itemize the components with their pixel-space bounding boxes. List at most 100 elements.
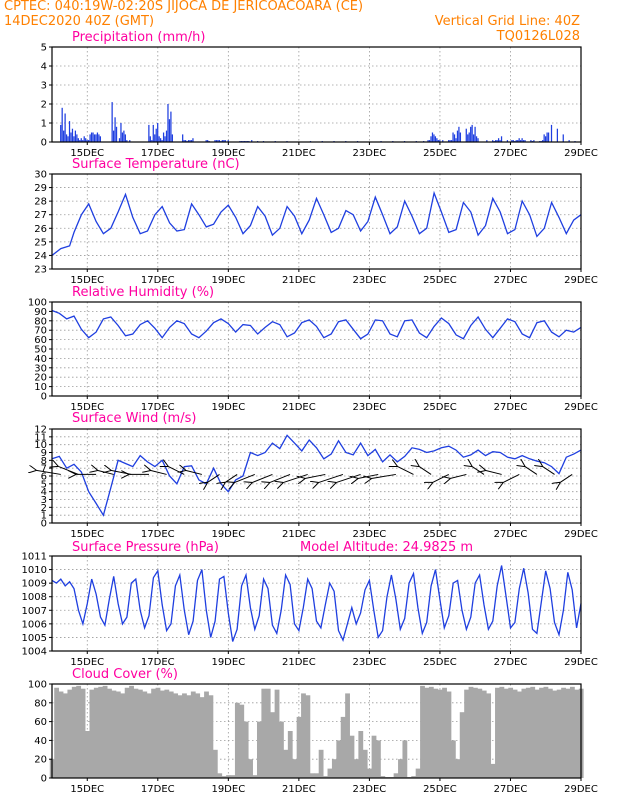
wind-vector-arrow	[502, 473, 520, 482]
wind-vector-arrow	[304, 473, 326, 478]
cloud-cover-bar	[481, 690, 487, 778]
wind-vector-arrow	[471, 466, 485, 475]
precipitation-bar	[448, 140, 450, 142]
precipitation-bar	[207, 140, 209, 142]
wind-ytick-label: 3	[41, 495, 47, 506]
temp-frame	[51, 173, 582, 270]
precipitation-bar	[520, 140, 522, 142]
rh-xtick-label: 17DEC	[141, 402, 175, 413]
cloud-cover-bar	[164, 689, 170, 778]
precipitation-bar	[205, 140, 207, 142]
cloud-cover-bar	[459, 712, 465, 778]
cloud-cover-bar	[160, 690, 165, 778]
wind-xtick-label: 29DEC	[564, 529, 598, 540]
wind-ytick-label: 9	[41, 448, 47, 459]
cloud-cover-bar	[336, 740, 342, 778]
precipitation-bar	[474, 126, 476, 142]
precipitation-bar	[515, 140, 517, 142]
cloud-cover-bar	[89, 689, 95, 778]
cloud-cover-bar	[274, 689, 280, 778]
precipitation-bar	[158, 136, 160, 142]
cloud-cover-bar	[433, 688, 439, 778]
precipitation-bar	[224, 140, 226, 142]
temp-xtick-label: 23DEC	[353, 275, 387, 286]
cloud-cover-bar	[468, 686, 474, 778]
precipitation-bar	[165, 130, 168, 142]
cloud-cover-bar	[464, 689, 469, 778]
wind-ytick-label: 6	[41, 472, 47, 483]
header-run-date: 14DEC2020 40Z (GMT)	[4, 14, 154, 29]
wind-xtick-label: 21DEC	[282, 529, 316, 540]
wind-panel: Surface Wind (m/s) 012345678910111215DEC…	[34, 411, 598, 540]
precipitation-bar	[470, 126, 472, 142]
cloud-cover-bar	[146, 693, 152, 778]
cloud-cover-bar	[503, 688, 509, 778]
precipitation-bar	[533, 140, 535, 142]
precipitation-bar	[524, 140, 526, 142]
cloud-cover-bar	[71, 686, 77, 778]
cloud-xtick-label: 15DEC	[70, 784, 104, 795]
rh-ytick-label: 90	[34, 307, 47, 318]
cloud-cover-bar	[323, 776, 328, 778]
precipitation-bar	[92, 132, 94, 142]
rh-xtick-label: 25DEC	[423, 402, 457, 413]
cloud-cover-bar	[63, 693, 68, 778]
precipitation-bar	[126, 140, 128, 142]
precipitation-bar	[120, 123, 122, 142]
precipitation-bar	[506, 140, 509, 142]
precipitation-bar	[123, 130, 125, 142]
precipitation-bar	[67, 136, 69, 142]
cloud-cover-bar	[85, 731, 90, 778]
precipitation-bar	[431, 132, 434, 142]
cloud-cover-bar	[490, 763, 496, 778]
temp-ytick-label: 28	[34, 197, 47, 208]
header-location: CPTEC: 040:19W-02:20S JIJOCA DE JERICOAC…	[4, 0, 363, 14]
temp-xtick-label: 15DEC	[70, 275, 104, 286]
precipitation-bar	[155, 128, 157, 142]
cloud-cover-bar	[177, 695, 183, 778]
cloud-cover-bar	[199, 697, 205, 778]
cloud-cover-bar	[292, 759, 298, 778]
cloud-cover-bar	[221, 776, 227, 778]
precipitation-bar	[492, 140, 494, 142]
cloud-cover-bar	[569, 686, 575, 778]
pres-series-line	[51, 565, 582, 642]
cloud-cover-bar	[428, 686, 434, 778]
precipitation-bar	[111, 102, 113, 142]
temp-ytick-label: 24	[34, 251, 47, 262]
rh-ytick-label: 20	[34, 373, 47, 384]
cloud-cover-bar	[556, 689, 562, 778]
cloud-cover-bar	[398, 759, 403, 778]
precipitation-bar	[95, 134, 97, 142]
wind-vector-arrow	[450, 473, 467, 478]
cloud-cover-bar	[309, 773, 315, 778]
precipitation-bar	[499, 140, 501, 142]
precipitation-bar	[518, 138, 520, 142]
wind-vector-arrow	[110, 470, 132, 475]
cloud-cover-bar	[120, 693, 126, 778]
precip-frame	[51, 46, 582, 143]
pres-xtick-label: 27DEC	[494, 657, 528, 668]
cloud-cover-bar	[208, 695, 214, 778]
precip-xtick-label: 29DEC	[564, 148, 598, 159]
precipitation-bar	[160, 138, 162, 142]
rh-ytick-label: 40	[34, 354, 47, 365]
wind-ytick-label: 5	[41, 479, 47, 490]
cloud-cover-bar	[512, 689, 518, 778]
wind-ytick-label: 8	[41, 456, 47, 467]
precipitation-bar	[546, 132, 548, 142]
cloud-cover-bar	[243, 721, 249, 778]
precip-xtick-label: 21DEC	[282, 148, 316, 159]
wind-vector-arrow	[207, 474, 220, 482]
pres-frame	[51, 555, 582, 652]
precipitation-bar	[434, 136, 437, 142]
precipitation-bar	[80, 138, 82, 142]
precipitation-bar	[449, 140, 451, 142]
cloud-cover-bar	[442, 687, 447, 778]
wind-series-line	[51, 434, 582, 517]
precipitation-bar	[214, 140, 216, 142]
precipitation-bar	[430, 136, 432, 142]
cloud-xtick-label: 27DEC	[494, 784, 528, 795]
humidity-title: Relative Humidity (%)	[72, 285, 214, 300]
